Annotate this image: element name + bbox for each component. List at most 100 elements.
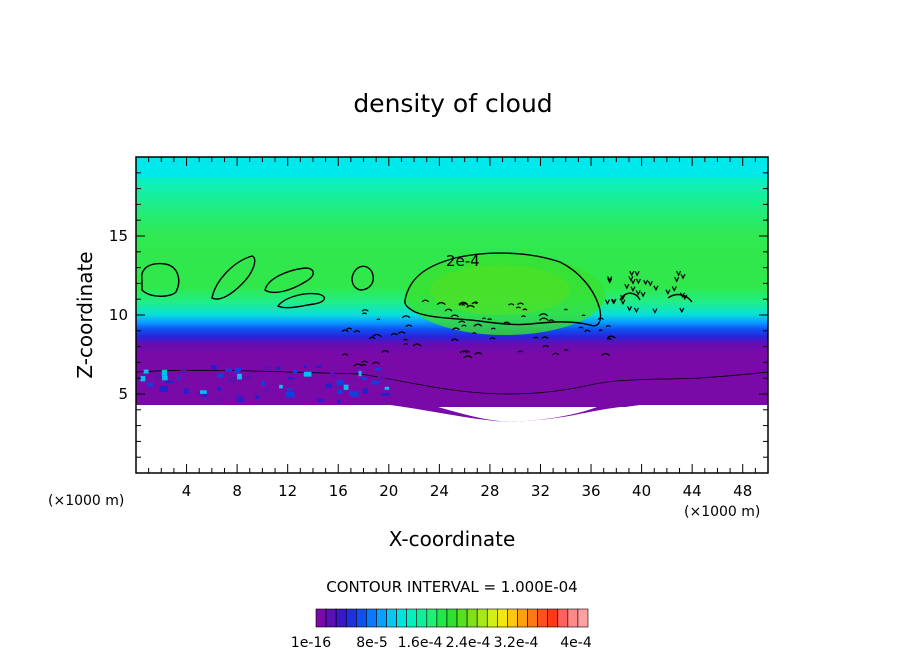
contour-speckle (552, 352, 560, 356)
contour-speckle (489, 337, 496, 340)
x-tick-label: 8 (232, 482, 242, 500)
contour-speckle (611, 298, 617, 305)
x-tick-label: 28 (480, 482, 499, 500)
contour-speckle (541, 336, 549, 339)
contour-speckle (679, 307, 685, 314)
base-speckle (263, 366, 271, 371)
colorbar-swatch (406, 608, 418, 628)
contour-label: 2e-4 (446, 252, 480, 270)
contour-speckle (682, 294, 688, 301)
contour-speckles (341, 270, 688, 367)
base-speckle (362, 377, 367, 381)
base-speckle (202, 392, 208, 397)
contour-speckle (471, 332, 477, 335)
colorbar-swatch (386, 608, 397, 628)
x-tick-label: 4 (182, 482, 192, 500)
contour-speckle (490, 327, 496, 330)
contour-speckle (601, 352, 611, 357)
x-unit-right: (×1000 m) (684, 504, 760, 520)
colorbar-swatch (446, 608, 458, 628)
contour-speckle (459, 350, 468, 354)
base-speckle (330, 372, 336, 378)
contour-lines (136, 252, 768, 395)
base-speckle (200, 390, 207, 394)
x-tick-label: 44 (683, 482, 702, 500)
base-speckle (381, 392, 391, 396)
base-speckle (279, 384, 283, 389)
contour-speckle (463, 355, 473, 359)
base-speckle (237, 373, 242, 380)
contour-speckle (341, 329, 349, 333)
contour-speckle (626, 306, 633, 312)
contour-speckle (444, 308, 453, 312)
colorbar-swatch (426, 608, 438, 628)
contour-speckle (624, 283, 630, 290)
colorbar-swatch (335, 608, 347, 628)
colorbar-swatch (507, 608, 518, 628)
base-speckle (358, 370, 362, 377)
contour-speckle (517, 350, 524, 353)
base-speckle (275, 366, 281, 370)
contour-speckle (360, 360, 369, 364)
base-speckle (159, 386, 168, 392)
contour-speckle (607, 278, 613, 284)
base-speckle (325, 383, 332, 388)
base-speckle (163, 369, 167, 375)
colorbar-swatch (456, 608, 468, 628)
contour-speckle (341, 353, 349, 356)
contour-speckle (578, 326, 584, 329)
contour-speckle (487, 318, 493, 321)
colorbar-label: 8e-5 (356, 635, 387, 651)
x-tick-label: 12 (278, 482, 297, 500)
base-speckle (292, 369, 298, 374)
contour-core (404, 252, 602, 327)
contour-speckle (539, 317, 549, 321)
base-speckle (287, 377, 295, 380)
contour-cell-5 (351, 265, 374, 291)
colorbar-swatch (345, 608, 357, 628)
base-speckle (235, 368, 242, 372)
base-speckle (201, 381, 206, 385)
colorbar-swatch (366, 608, 377, 628)
contour-speckle (652, 308, 658, 314)
contour-speckle (458, 320, 466, 324)
base-speckle (147, 382, 153, 387)
contour-speckle (381, 350, 390, 353)
contour-cell-3 (264, 267, 314, 294)
contour-speckle (474, 352, 483, 355)
contour-speckle (597, 317, 604, 320)
contour-speckle (502, 321, 511, 325)
contour-speckle (353, 330, 361, 333)
contour-speckle (508, 303, 515, 306)
base-speckle (303, 365, 307, 369)
base-speckle (165, 380, 174, 384)
x-tick-label: 24 (430, 482, 449, 500)
base-speckle (362, 388, 368, 394)
y-tick-label: 10 (109, 306, 128, 324)
base-speckle (336, 380, 344, 386)
contour-speckle (482, 317, 487, 320)
colorbar-swatch (476, 608, 488, 628)
base-speckle (316, 365, 322, 368)
x-axis-label: X-coordinate (389, 527, 516, 551)
base-speckle (377, 375, 386, 381)
base-speckle (303, 371, 312, 377)
contour-speckle (653, 285, 659, 292)
base-speckle (317, 398, 324, 402)
colorbar-swatch (396, 608, 407, 628)
base-speckle (286, 388, 293, 391)
x-tick-label: 36 (581, 482, 600, 500)
contour-speckle (401, 315, 411, 319)
contour-speckle (451, 327, 460, 331)
contour-speckle (390, 332, 398, 336)
contour-speckle (620, 294, 626, 301)
colorbar-swatch (517, 608, 528, 628)
contour-speckle (563, 308, 568, 311)
contour-speckle (607, 337, 612, 340)
contour-speckle (548, 319, 555, 322)
contour-speckle (461, 303, 466, 306)
base-speckle (343, 384, 349, 390)
contour-speckle (361, 312, 367, 315)
